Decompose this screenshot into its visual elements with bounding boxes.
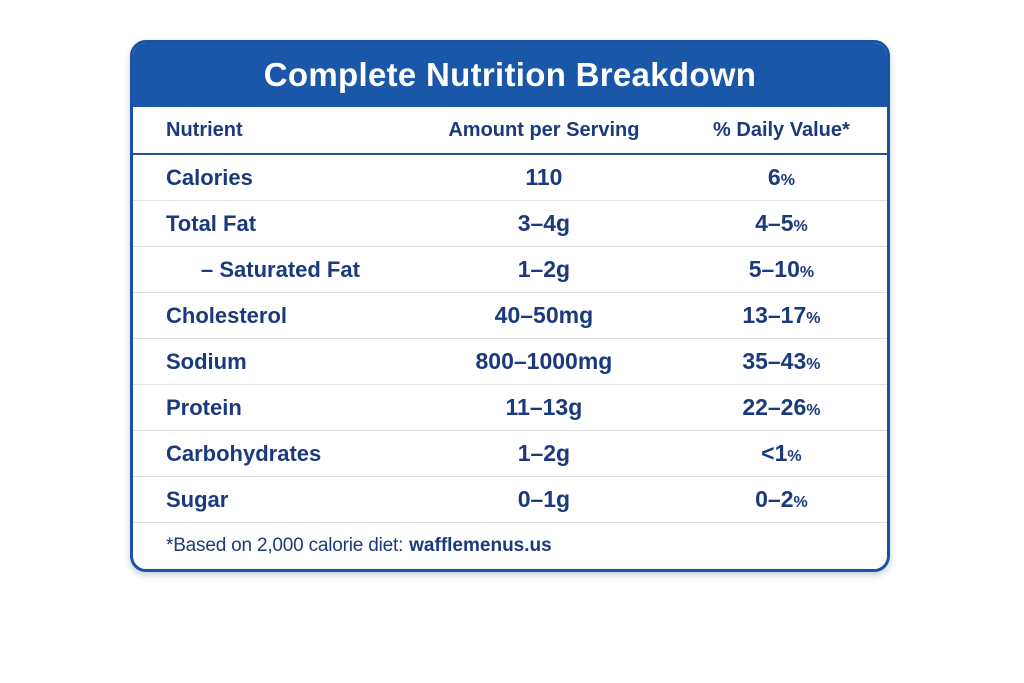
footer-site-name: wafflemenus.us (409, 534, 552, 556)
daily-value-number: 0–2 (755, 486, 794, 512)
nutrient-cell: Sugar (166, 486, 229, 512)
daily-value-number: 5–10 (748, 256, 800, 282)
amount-cell: 0–1g (517, 486, 571, 512)
column-header-row: Nutrient Amount per Serving % Daily Valu… (133, 107, 887, 155)
daily-value-number: 6 (767, 164, 781, 190)
table-row-sugar: Sugar 0–1g 0–2% (133, 477, 887, 523)
daily-value-cell: 13–17% (676, 302, 887, 329)
daily-value-cell: 4–5% (676, 210, 887, 237)
column-header-amount: Amount per Serving (448, 118, 640, 141)
table-row-calories: Calories 110 6% (133, 155, 887, 201)
footer-note: *Based on 2,000 calorie diet: (166, 534, 404, 556)
amount-cell: 1–2g (517, 256, 571, 282)
daily-value-cell: 35–43% (676, 348, 887, 375)
table-row-carbohydrates: Carbohydrates 1–2g <1% (133, 431, 887, 477)
percent-sign: % (806, 310, 821, 327)
percent-sign: % (799, 264, 815, 281)
table-row-cholesterol: Cholesterol 40–50mg 13–17% (133, 293, 887, 339)
daily-value-cell: <1% (676, 440, 887, 467)
daily-value-number: 35–43 (742, 348, 807, 374)
nutrient-cell: Carbohydrates (166, 440, 322, 466)
nutrient-cell: – Saturated Fat (201, 256, 360, 282)
nutrient-cell: Cholesterol (166, 302, 288, 328)
daily-value-number: 22–26 (742, 394, 807, 420)
table-row-protein: Protein 11–13g 22–26% (133, 385, 887, 431)
table-row-saturated-fat: – Saturated Fat 1–2g 5–10% (133, 247, 887, 293)
column-header-nutrient: Nutrient (166, 118, 243, 141)
percent-sign: % (793, 494, 808, 511)
card-title: Complete Nutrition Breakdown (263, 56, 757, 93)
percent-sign: % (806, 356, 821, 373)
nutrition-card: Complete Nutrition Breakdown Nutrient Am… (130, 40, 890, 572)
daily-value-number: <1 (761, 440, 788, 466)
daily-value-number: 13–17 (742, 302, 807, 328)
daily-value-cell: 0–2% (676, 486, 887, 513)
table-row-total-fat: Total Fat 3–4g 4–5% (133, 201, 887, 247)
nutrient-cell: Calories (166, 164, 253, 190)
amount-cell: 1–2g (517, 440, 571, 466)
column-header-daily-value: % Daily Value* (713, 118, 850, 141)
table-row-sodium: Sodium 800–1000mg 35–43% (133, 339, 887, 385)
amount-cell: 40–50mg (494, 302, 594, 328)
nutrient-cell: Total Fat (166, 210, 257, 236)
amount-cell: 110 (525, 164, 563, 190)
daily-value-number: 4–5 (755, 210, 794, 236)
amount-cell: 11–13g (505, 394, 583, 420)
daily-value-cell: 5–10% (676, 256, 887, 283)
card-header: Complete Nutrition Breakdown (133, 43, 887, 107)
nutrient-cell: Sodium (166, 348, 247, 374)
amount-cell: 800–1000mg (475, 348, 613, 374)
percent-sign: % (787, 448, 802, 465)
card-footer: *Based on 2,000 calorie diet: wafflemenu… (133, 523, 887, 568)
percent-sign: % (806, 402, 821, 419)
daily-value-cell: 22–26% (676, 394, 887, 421)
percent-sign: % (793, 218, 808, 235)
amount-cell: 3–4g (517, 210, 571, 236)
nutrient-cell: Protein (166, 394, 242, 420)
daily-value-cell: 6% (676, 164, 887, 191)
percent-sign: % (780, 172, 795, 189)
